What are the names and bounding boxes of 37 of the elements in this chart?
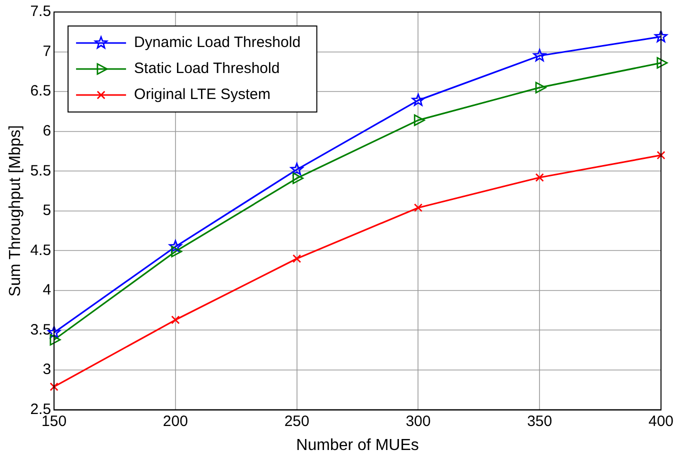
point [535, 82, 546, 94]
y-tick-label: 4 [42, 282, 52, 299]
legend-label: Original LTE System [134, 86, 270, 104]
point [292, 254, 302, 263]
point [533, 49, 546, 62]
point [654, 30, 668, 42]
y-tick-label: 3.5 [30, 321, 52, 338]
point [169, 240, 182, 252]
x-tick-label: 300 [406, 412, 431, 430]
y-tick-label: 5.5 [30, 162, 52, 180]
legend-label: Dynamic Load Threshold [134, 34, 301, 52]
point [414, 203, 423, 212]
point [535, 173, 544, 182]
point [292, 172, 304, 184]
y-tick-label: 4.5 [30, 242, 52, 259]
x-tick-label: 400 [648, 412, 674, 430]
y-tick-label: 7 [42, 42, 52, 60]
y-axis-title: Sum Throughput [Mbps] [7, 125, 24, 297]
point [656, 150, 666, 160]
y-tick-label: 3 [42, 361, 52, 378]
x-tick-label: 250 [284, 412, 310, 430]
point [171, 316, 180, 324]
point [50, 382, 58, 392]
point [50, 334, 61, 346]
x-axis-title: Number of MUEs [296, 436, 419, 454]
x-tick-label: 150 [42, 412, 67, 430]
legend-label: Static Load Threshold [134, 60, 280, 78]
point [412, 94, 425, 106]
y-tick-label: 6 [42, 122, 52, 140]
point [414, 114, 425, 126]
x-tick-label: 200 [162, 412, 188, 430]
point [656, 57, 668, 69]
x-tick-label: 350 [527, 412, 552, 430]
y-tick-label: 7.5 [30, 3, 52, 20]
y-tick-label: 5 [42, 202, 52, 220]
point [290, 162, 304, 176]
y-tick-label: 6.5 [30, 82, 52, 100]
